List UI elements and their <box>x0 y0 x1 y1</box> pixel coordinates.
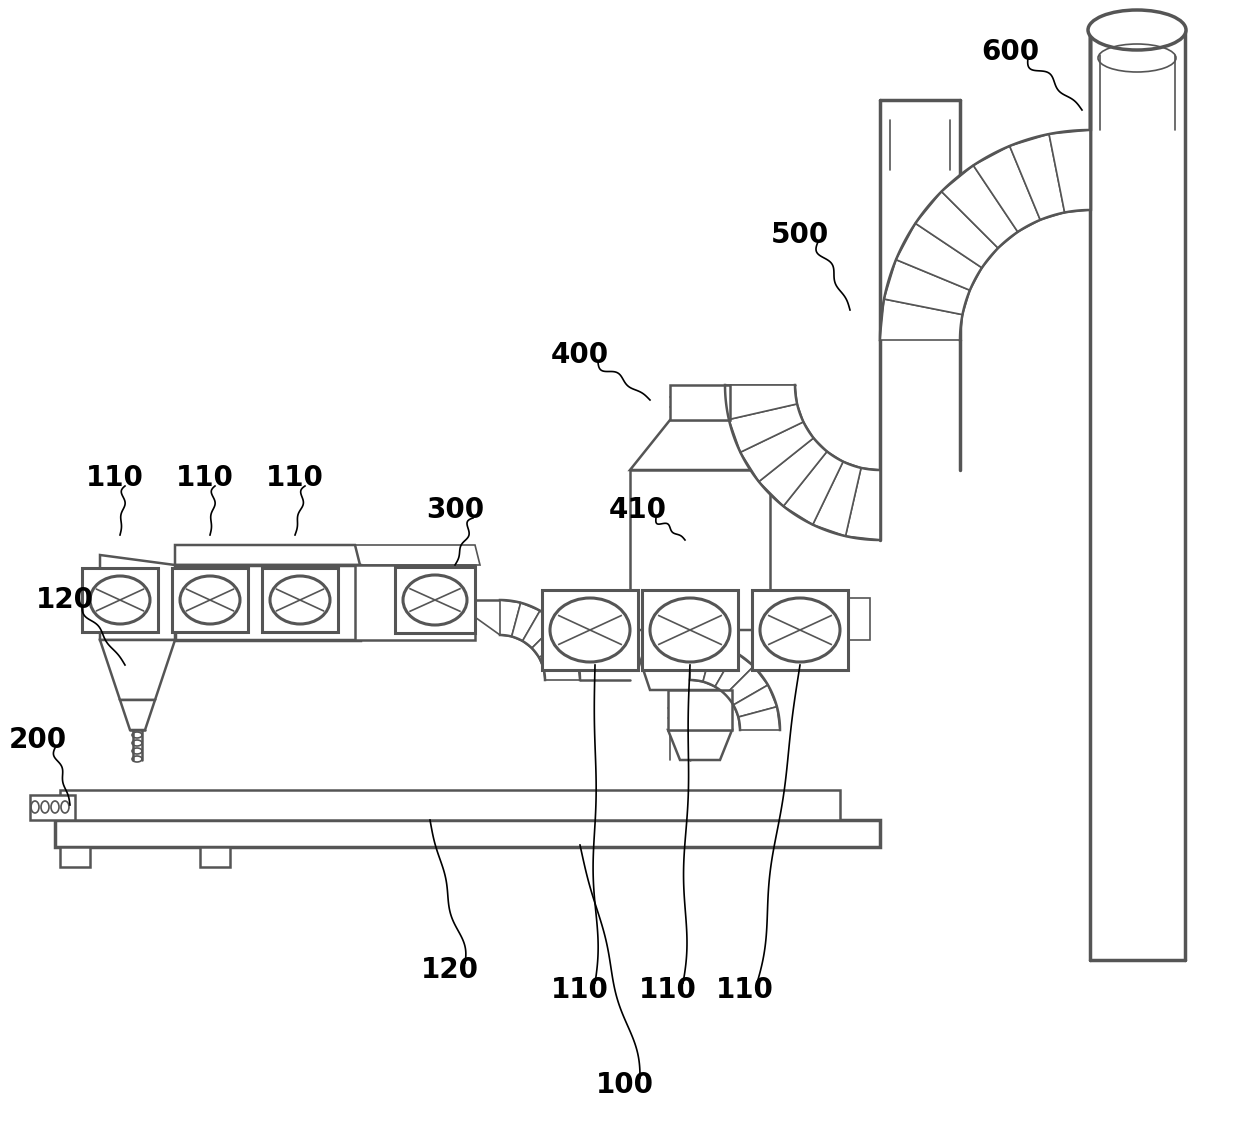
Text: 200: 200 <box>9 726 67 754</box>
Polygon shape <box>1009 134 1065 220</box>
Text: 300: 300 <box>425 495 484 524</box>
Bar <box>642 590 738 670</box>
Polygon shape <box>941 166 1018 248</box>
Polygon shape <box>733 685 777 717</box>
Ellipse shape <box>760 598 839 662</box>
Polygon shape <box>689 640 713 681</box>
Polygon shape <box>522 610 557 649</box>
Polygon shape <box>120 700 155 730</box>
Polygon shape <box>715 652 754 695</box>
Text: 110: 110 <box>639 976 697 1004</box>
Polygon shape <box>725 667 768 705</box>
Polygon shape <box>100 555 175 640</box>
Bar <box>175 565 360 640</box>
Polygon shape <box>532 624 569 658</box>
Polygon shape <box>556 598 630 631</box>
Bar <box>751 590 848 670</box>
Bar <box>630 470 770 631</box>
Text: 100: 100 <box>596 1071 653 1099</box>
Bar <box>55 820 880 847</box>
Polygon shape <box>729 404 804 453</box>
Polygon shape <box>812 462 861 536</box>
Polygon shape <box>725 385 797 420</box>
Ellipse shape <box>180 577 241 624</box>
Polygon shape <box>846 468 880 540</box>
Polygon shape <box>556 598 640 640</box>
Polygon shape <box>703 643 735 687</box>
Bar <box>200 847 229 867</box>
Bar <box>172 568 248 632</box>
Polygon shape <box>500 600 521 636</box>
Polygon shape <box>740 422 813 482</box>
Polygon shape <box>973 146 1040 232</box>
Polygon shape <box>738 707 780 730</box>
Bar <box>262 568 339 632</box>
Polygon shape <box>175 545 480 565</box>
Text: 110: 110 <box>267 464 324 492</box>
Polygon shape <box>668 730 732 760</box>
Polygon shape <box>100 640 175 700</box>
Text: 120: 120 <box>36 586 94 614</box>
Text: 400: 400 <box>551 341 609 369</box>
Polygon shape <box>543 660 580 680</box>
Bar <box>60 847 91 867</box>
Polygon shape <box>915 191 998 268</box>
Polygon shape <box>784 452 843 525</box>
Text: 110: 110 <box>176 464 234 492</box>
Ellipse shape <box>551 598 630 662</box>
Polygon shape <box>884 260 970 314</box>
Ellipse shape <box>1087 10 1185 50</box>
Text: 500: 500 <box>771 221 830 249</box>
Bar <box>82 568 157 632</box>
Text: 120: 120 <box>422 956 479 984</box>
Ellipse shape <box>403 575 467 625</box>
Ellipse shape <box>91 577 150 624</box>
Ellipse shape <box>650 598 730 662</box>
Polygon shape <box>897 223 982 291</box>
Text: 410: 410 <box>609 495 667 524</box>
Ellipse shape <box>270 577 330 624</box>
Polygon shape <box>1049 129 1090 213</box>
Bar <box>396 568 475 633</box>
Polygon shape <box>630 420 770 470</box>
Polygon shape <box>539 640 578 669</box>
Bar <box>670 385 730 420</box>
Bar <box>60 790 839 820</box>
Bar <box>542 590 639 670</box>
Polygon shape <box>759 438 827 507</box>
Bar <box>30 795 74 820</box>
Polygon shape <box>175 545 360 565</box>
Text: 110: 110 <box>551 976 609 1004</box>
Text: 110: 110 <box>86 464 144 492</box>
Polygon shape <box>630 631 770 690</box>
Polygon shape <box>355 565 475 640</box>
Polygon shape <box>512 602 539 641</box>
Text: 110: 110 <box>715 976 774 1004</box>
Bar <box>668 690 732 730</box>
Polygon shape <box>880 300 962 340</box>
Polygon shape <box>730 598 870 640</box>
Text: 600: 600 <box>981 38 1039 66</box>
